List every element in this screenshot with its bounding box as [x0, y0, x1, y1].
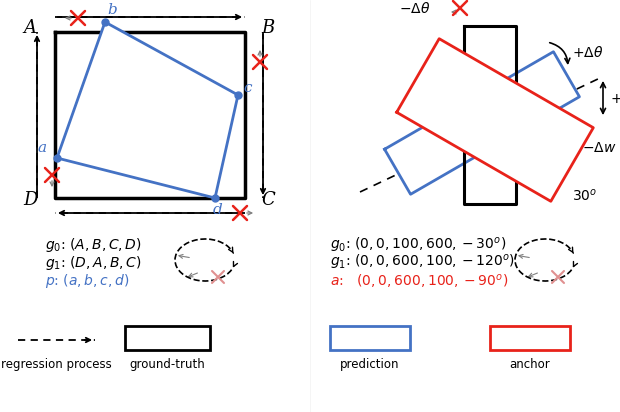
Bar [330, 326, 410, 350]
Text: b: b [107, 3, 117, 17]
Text: d: d [213, 203, 223, 217]
Text: $g_0$: $(A,B,C,D)$: $g_0$: $(A,B,C,D)$ [45, 236, 142, 254]
Text: $g_1$: $(D,A,B,C)$: $g_1$: $(D,A,B,C)$ [45, 254, 142, 272]
Text: $p$: $(a,b,c,d)$: $p$: $(a,b,c,d)$ [45, 272, 130, 290]
Polygon shape [464, 26, 516, 204]
Text: a: a [37, 141, 46, 155]
Text: $+\Delta\theta$: $+\Delta\theta$ [572, 44, 603, 59]
Text: B: B [262, 19, 275, 37]
Text: prediction: prediction [340, 358, 400, 371]
Text: $g_1$: $(0,0,600,100,-120^o)$: $g_1$: $(0,0,600,100,-120^o)$ [330, 253, 515, 272]
Polygon shape [57, 22, 238, 198]
Text: $30^o$: $30^o$ [572, 188, 597, 204]
Text: C: C [261, 191, 275, 209]
Text: $+\Delta h$: $+\Delta h$ [610, 91, 620, 105]
Text: ground-truth: ground-truth [129, 358, 205, 371]
Text: $a$:   $(0,0,600,100,-90^o)$: $a$: $(0,0,600,100,-90^o)$ [330, 272, 508, 290]
Text: D: D [23, 191, 37, 209]
Text: A: A [24, 19, 37, 37]
Bar [490, 326, 570, 350]
Text: $-\Delta\theta$: $-\Delta\theta$ [399, 0, 431, 16]
Polygon shape [55, 32, 245, 198]
Bar [125, 326, 210, 350]
Text: c: c [244, 81, 252, 95]
Polygon shape [397, 39, 593, 201]
Text: regression process: regression process [1, 358, 112, 371]
Text: anchor: anchor [510, 358, 551, 371]
Text: $g_0$: $(0,0,100,600,-30^o)$: $g_0$: $(0,0,100,600,-30^o)$ [330, 236, 507, 255]
Polygon shape [384, 52, 580, 194]
Text: $-\Delta w$: $-\Delta w$ [582, 141, 616, 155]
